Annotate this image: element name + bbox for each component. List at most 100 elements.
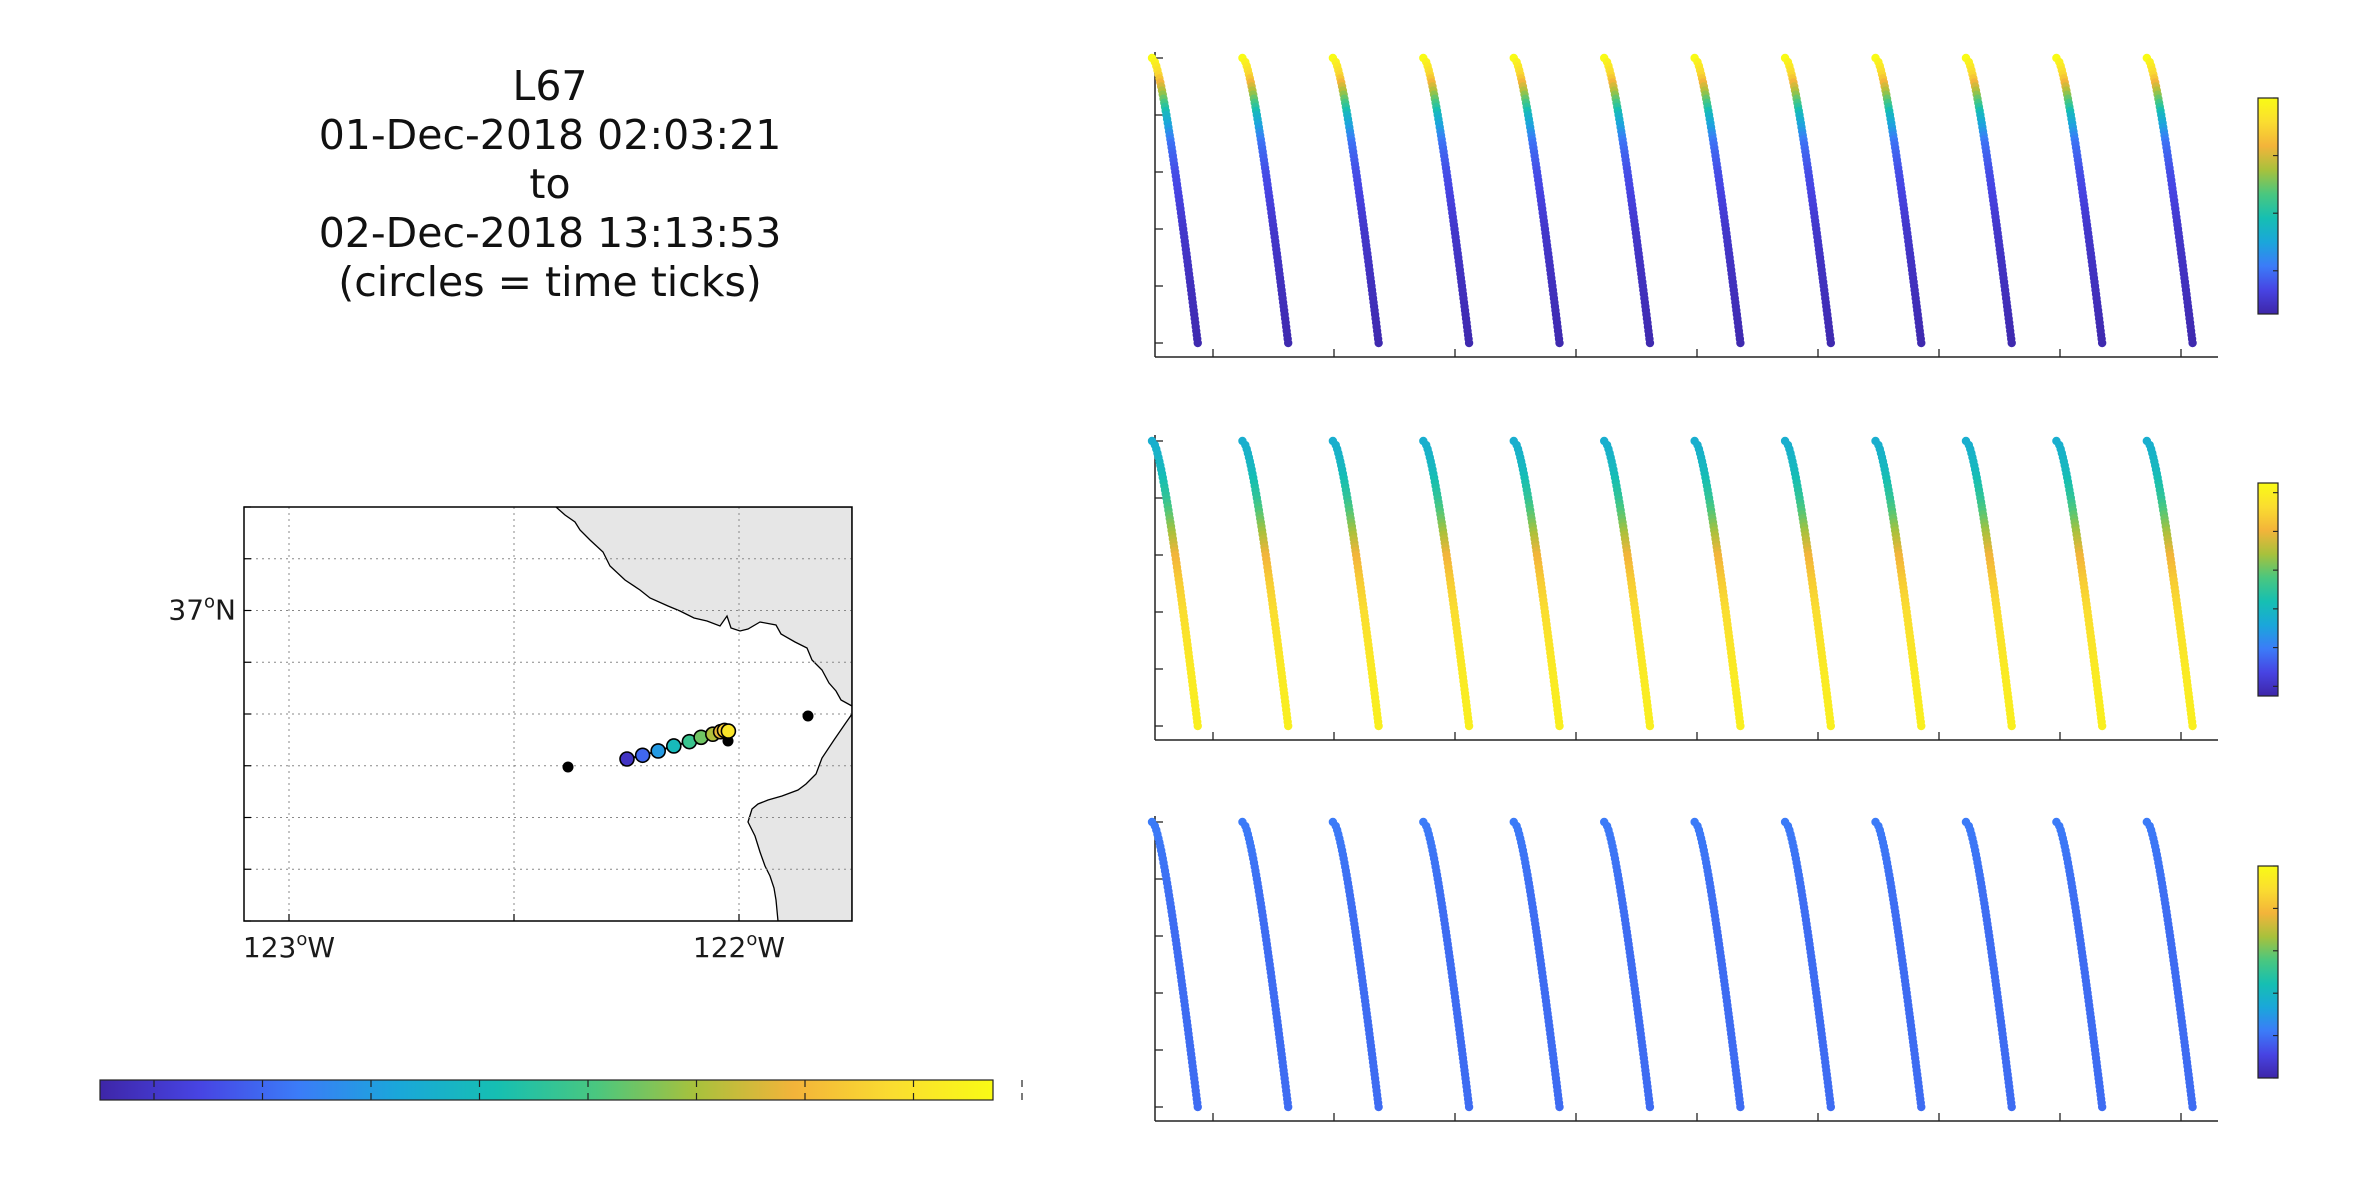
data-point — [1645, 338, 1655, 348]
station-marker — [802, 710, 814, 722]
profile-cast — [1690, 436, 1745, 731]
data-point — [1193, 721, 1202, 731]
profile-cast — [1871, 817, 1926, 1112]
data-point — [2097, 721, 2107, 731]
profile-cast — [1147, 436, 1202, 731]
profile-cast — [1600, 436, 1655, 731]
profile-cast — [1780, 817, 1836, 1112]
profile-cast — [1871, 53, 1926, 348]
data-point — [1283, 338, 1293, 348]
data-point — [1736, 721, 1745, 731]
profile-cast — [1600, 53, 1655, 348]
profile-cast — [1328, 53, 1383, 348]
data-point — [2097, 1102, 2107, 1112]
title-line-4: 02-Dec-2018 13:13:53 — [318, 209, 782, 257]
data-point — [1736, 338, 1745, 348]
track-time-tick — [634, 747, 651, 764]
profile-cast — [2142, 53, 2197, 348]
data-point — [1826, 338, 1836, 348]
lon-label: 122oW — [693, 929, 785, 964]
profile-cast — [1871, 436, 1926, 731]
data-point — [1917, 1102, 1926, 1112]
profile-cast — [1238, 53, 1293, 348]
profile-cast — [1961, 436, 2016, 731]
profile-cast — [1238, 817, 1293, 1112]
data-point — [2007, 1102, 2016, 1112]
fluorescence-panel — [1147, 816, 2279, 1122]
figure-title: L67 01-Dec-2018 02:03:21 to 02-Dec-2018 … — [250, 62, 850, 307]
profile-cast — [1509, 436, 1564, 731]
profile-cast — [1328, 817, 1383, 1112]
colorbar — [2257, 865, 2279, 1079]
latitude-labels: 37oN — [168, 592, 236, 627]
time-colorbar-fill — [99, 1079, 994, 1101]
glider-track — [619, 722, 737, 767]
profile-cast — [1419, 436, 1474, 731]
profile-cast — [1780, 436, 1836, 731]
data-point — [1464, 1102, 1474, 1112]
track-time-tick — [619, 751, 635, 767]
track-time-tick — [665, 738, 682, 754]
profile-cast — [1961, 817, 2016, 1112]
profile-cast — [1238, 436, 1293, 731]
profile-cast — [2052, 436, 2107, 731]
data-point — [1464, 721, 1474, 731]
title-line-1: L67 — [512, 62, 588, 110]
profile-cast — [1147, 817, 1202, 1112]
data-point — [1555, 338, 1564, 348]
track-time-tick — [720, 723, 737, 739]
title-line-2: 01-Dec-2018 02:03:21 — [318, 111, 782, 159]
data-point — [1283, 721, 1293, 731]
data-point — [1736, 1102, 1745, 1112]
data-point — [1645, 1102, 1655, 1112]
profile-cast — [1328, 436, 1383, 731]
profile-cast — [1780, 53, 1836, 348]
station-marker — [562, 761, 574, 773]
data-point — [2007, 721, 2016, 731]
track-time-tick — [650, 743, 667, 759]
data-point — [1555, 1102, 1564, 1112]
profile-cast — [2052, 53, 2107, 348]
profile-cast — [1419, 53, 1474, 348]
data-point — [2188, 1102, 2197, 1112]
data-point — [1917, 721, 1926, 731]
profile-cast — [1419, 817, 1474, 1112]
data-point — [1374, 721, 1383, 731]
profile-cast — [1690, 817, 1745, 1112]
data-point — [2007, 338, 2016, 348]
profile-cast — [1509, 817, 1564, 1112]
profile-cast — [1509, 53, 1564, 348]
data-point — [1374, 1102, 1383, 1112]
data-point — [1826, 721, 1836, 731]
time-colorbar-ticks — [153, 1080, 1023, 1100]
salinity-panel — [1147, 435, 2279, 741]
colorbar — [2257, 97, 2279, 315]
profile-cast — [1690, 53, 1745, 348]
data-point — [2188, 338, 2197, 348]
profile-cast — [1147, 53, 1202, 348]
data-point — [1555, 721, 1564, 731]
profile-cast — [1961, 53, 2016, 348]
data-point — [2097, 338, 2107, 348]
title-line-3: to — [529, 160, 571, 208]
profile-cast — [2142, 817, 2197, 1112]
data-point — [1374, 338, 1383, 348]
data-point — [2188, 721, 2197, 731]
data-point — [1826, 1102, 1836, 1112]
title-line-5: (circles = time ticks) — [338, 258, 762, 306]
temperature-panel — [1147, 52, 2279, 358]
colorbar — [2257, 482, 2279, 697]
profile-cast — [2142, 436, 2197, 731]
map-frame — [243, 506, 853, 922]
data-point — [1917, 338, 1926, 348]
data-point — [1283, 1102, 1293, 1112]
profile-cast — [1600, 817, 1655, 1112]
data-point — [1193, 338, 1202, 348]
data-point — [1464, 338, 1474, 348]
mooring-stations — [562, 710, 814, 773]
lon-label: 123oW — [243, 929, 335, 964]
profile-cast — [2052, 817, 2107, 1112]
